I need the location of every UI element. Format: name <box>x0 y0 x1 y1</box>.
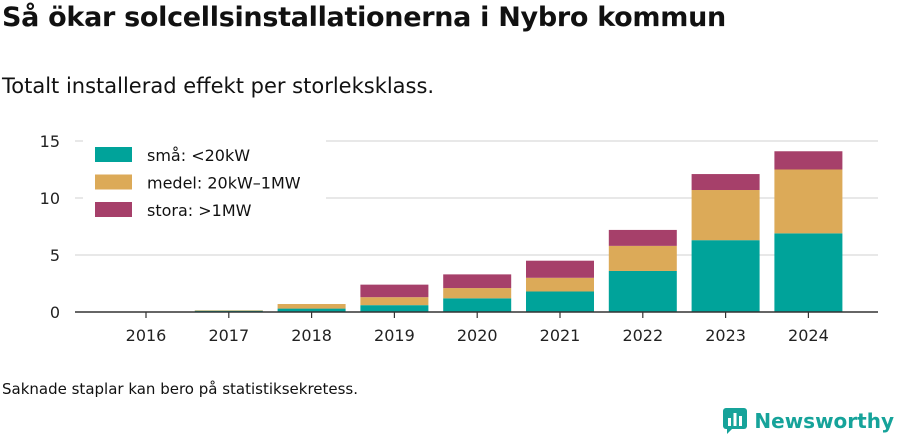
bar-2022-series-2 <box>608 229 677 246</box>
legend-label-0: små: <20kW <box>147 146 250 165</box>
bar-2023-series-1 <box>691 190 760 241</box>
bar-2017-series-1 <box>194 310 263 311</box>
bar-2024-series-0 <box>774 233 843 312</box>
x-tick-label: 2022 <box>622 326 663 345</box>
x-tick-label: 2019 <box>374 326 415 345</box>
chart-subtitle: Totalt installerad effekt per storlekskl… <box>2 74 435 98</box>
legend-swatch-2 <box>95 202 132 217</box>
bar-2020-series-1 <box>443 288 512 299</box>
x-tick-label: 2018 <box>291 326 332 345</box>
y-tick-label: 15 <box>40 132 60 151</box>
bars <box>112 151 843 313</box>
bar-2024-series-2 <box>774 151 843 170</box>
x-axis: 2016 2017 2018 2019 2020 2021 2022 2023 2024 <box>75 311 878 345</box>
bar-2024-series-1 <box>774 169 843 234</box>
y-axis: 0 5 10 15 <box>40 132 60 322</box>
footnote: Saknade staplar kan bero på statistiksek… <box>2 380 359 398</box>
legend-swatch-0 <box>95 147 132 162</box>
y-tick-label: 10 <box>40 189 60 208</box>
newsworthy-logo-icon <box>723 408 748 434</box>
bar-2021-series-2 <box>526 260 594 278</box>
x-tick-label: 2016 <box>126 326 167 345</box>
bar-2021-series-0 <box>526 291 594 312</box>
legend-label-2: stora: >1MW <box>147 201 252 220</box>
bar-2022-series-0 <box>608 270 677 312</box>
x-tick-label: 2021 <box>540 326 581 345</box>
brand-name: Newsworthy <box>754 409 894 433</box>
x-tick-label: 2023 <box>705 326 746 345</box>
legend-swatch-1 <box>95 174 132 190</box>
bar-2021-series-1 <box>526 277 594 292</box>
bar-2018-series-0 <box>277 308 346 312</box>
bar-2020-series-0 <box>443 298 512 312</box>
bar-2019-series-1 <box>360 297 429 306</box>
x-tick-label: 2017 <box>208 326 249 345</box>
bar-2023-series-2 <box>691 174 760 191</box>
y-tick-label: 5 <box>50 246 60 265</box>
bar-2019-series-2 <box>360 284 429 298</box>
legend: små: <20kW medel: 20kW–1MW stora: >1MW <box>83 139 326 228</box>
y-tick-label: 0 <box>50 303 60 322</box>
x-tick-label: 2024 <box>788 326 829 345</box>
bar-2023-series-0 <box>691 240 760 312</box>
legend-label-1: medel: 20kW–1MW <box>147 174 301 193</box>
bar-2019-series-0 <box>360 305 429 312</box>
brand-logo[interactable]: Newsworthy <box>722 407 894 435</box>
bar-2020-series-2 <box>443 274 512 289</box>
bar-2018-series-1 <box>277 304 346 309</box>
chart-title: Så ökar solcellsinstallationerna i Nybro… <box>2 2 726 33</box>
bar-2022-series-1 <box>608 245 677 271</box>
x-tick-label: 2020 <box>457 326 498 345</box>
